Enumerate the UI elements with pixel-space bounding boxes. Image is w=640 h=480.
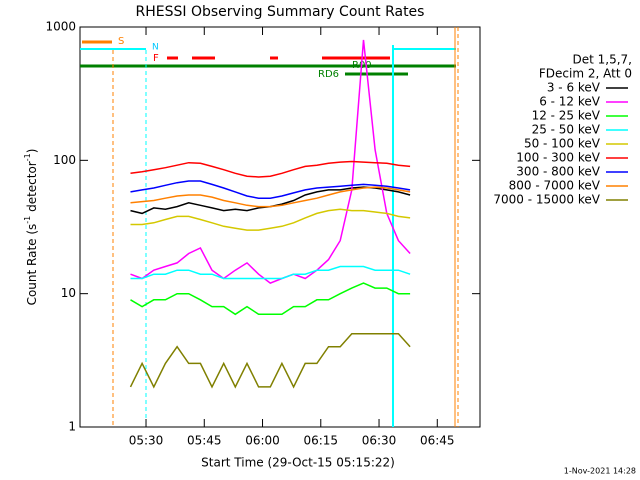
legend-label: 800 - 7000 keV: [509, 179, 601, 193]
x-axis-label: Start Time (29-Oct-15 05:15:22): [201, 456, 395, 470]
legend-label: 25 - 50 keV: [532, 123, 601, 137]
legend-label: 300 - 800 keV: [516, 165, 600, 179]
y-axis-label: Count Rate (s-1 detector-1): [23, 149, 39, 306]
series-line: [130, 265, 411, 280]
flag-label: S: [118, 36, 124, 47]
flag-label: RD6: [318, 69, 339, 80]
y-tick-label: 10: [61, 286, 76, 300]
series-line: [130, 39, 411, 284]
plot-frame: [79, 26, 481, 428]
legend-header: FDecim 2, Att 0: [539, 67, 632, 81]
x-tick-label: 06:30: [362, 434, 397, 448]
legend-label: 6 - 12 keV: [539, 95, 601, 109]
series-line: [130, 180, 411, 199]
y-label-sup: -1: [23, 153, 32, 161]
series-line: [130, 208, 411, 231]
y-label-part: Count Rate (s: [25, 224, 39, 306]
series-line: [129, 333, 411, 389]
legend-label: 7000 - 15000 keV: [493, 193, 600, 207]
y-label-part: ): [25, 149, 39, 154]
y-tick-label: 100: [53, 153, 76, 167]
series-line: [130, 160, 411, 178]
legend-label: 3 - 6 keV: [547, 81, 601, 95]
x-tick-label: 06:00: [245, 434, 280, 448]
chart-title: RHESSI Observing Summary Count Rates: [136, 4, 425, 20]
y-tick-label: 1000: [45, 20, 76, 34]
legend-label: 12 - 25 keV: [532, 109, 601, 123]
flag-label: F: [153, 53, 159, 64]
legend-label: 50 - 100 keV: [524, 137, 601, 151]
x-tick-label: 05:45: [187, 434, 222, 448]
y-label-sup: -1: [23, 216, 32, 224]
legend-header: Det 1,5,7,: [573, 53, 633, 67]
series-line: [130, 282, 411, 316]
y-label-part: detector: [25, 161, 39, 216]
series-line: [130, 186, 411, 208]
flag-label: N: [152, 43, 159, 53]
legend-label: 100 - 300 keV: [516, 151, 600, 165]
y-tick-label: 1: [68, 420, 76, 434]
x-tick-label: 05:30: [129, 434, 164, 448]
x-tick-label: 06:15: [303, 434, 338, 448]
x-tick-label: 06:45: [420, 434, 455, 448]
timestamp: 1-Nov-2021 14:28: [564, 467, 636, 476]
